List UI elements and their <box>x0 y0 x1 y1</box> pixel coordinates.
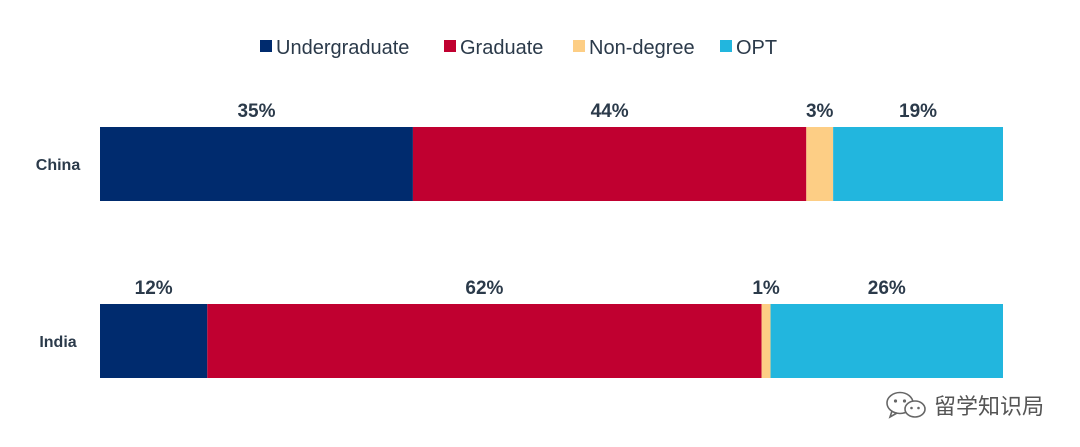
category-label-china: China <box>36 157 81 174</box>
bar-china-graduate <box>412 127 807 201</box>
data-label-china-non-degree: 3% <box>806 101 834 122</box>
bar-china-opt <box>833 127 1003 201</box>
data-label-india-opt: 26% <box>868 278 906 299</box>
legend-label-undergraduate: Undergraduate <box>276 37 409 59</box>
bar-india-non-degree <box>761 304 771 378</box>
watermark-text: 留学知识局 <box>933 395 1044 420</box>
bar-china-undergraduate <box>100 127 413 201</box>
data-label-india-undergraduate: 12% <box>135 278 173 299</box>
data-labels: 35% 44% 3% 19% 12% 62% 1% 26% <box>135 101 938 299</box>
bar-china-non-degree <box>806 127 834 201</box>
category-labels: China India <box>36 157 81 351</box>
data-label-india-graduate: 62% <box>465 278 503 299</box>
data-label-china-graduate: 44% <box>591 101 629 122</box>
legend-swatch-opt <box>720 40 732 52</box>
legend-label-opt: OPT <box>736 37 777 59</box>
category-label-india: India <box>39 334 76 351</box>
watermark: 留学知识局 <box>884 389 1044 421</box>
bar-india-opt <box>770 304 1003 378</box>
legend-label-graduate: Graduate <box>460 37 543 59</box>
legend-swatch-graduate <box>444 40 456 52</box>
data-label-china-opt: 19% <box>899 101 937 122</box>
legend-swatch-undergraduate <box>260 40 272 52</box>
bar-india-graduate <box>207 304 762 378</box>
bars <box>100 127 1003 378</box>
wechat-icon <box>886 391 926 419</box>
legend-label-non-degree: Non-degree <box>589 37 695 59</box>
legend: Undergraduate Graduate Non-degree OPT <box>260 37 777 59</box>
data-label-china-undergraduate: 35% <box>237 101 275 122</box>
data-label-india-non-degree: 1% <box>752 278 780 299</box>
bar-india-undergraduate <box>100 304 208 378</box>
legend-swatch-non-degree <box>573 40 585 52</box>
